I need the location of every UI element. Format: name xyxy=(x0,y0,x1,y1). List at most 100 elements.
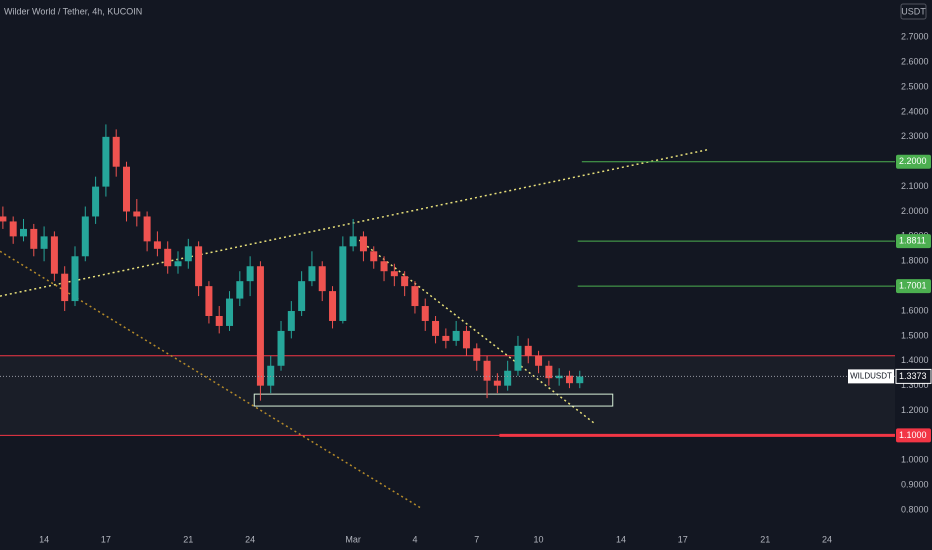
candle-body xyxy=(61,273,69,302)
candle-body xyxy=(143,216,151,242)
candle-body xyxy=(421,306,429,321)
y-tick-label: 1.0000 xyxy=(901,455,929,465)
candle-body xyxy=(359,236,367,252)
candle-body xyxy=(442,335,450,341)
candle-body xyxy=(504,370,512,386)
currency: USDT xyxy=(901,6,926,16)
x-tick-label: 21 xyxy=(183,534,193,544)
y-tick-label: 1.2000 xyxy=(901,405,929,415)
candle-body xyxy=(102,136,110,187)
candle-body xyxy=(452,330,460,341)
level-tag xyxy=(896,234,931,249)
candle-body xyxy=(287,311,295,331)
candle-body xyxy=(195,246,203,287)
candle-body xyxy=(329,291,337,321)
currency-box xyxy=(900,3,927,20)
candle-body xyxy=(40,236,48,249)
x-tick-label: 14 xyxy=(616,534,626,544)
candle-body xyxy=(112,136,120,167)
level-label: 1.1000 xyxy=(899,430,927,440)
candle-body xyxy=(524,345,532,356)
y-tick-label: 1.6000 xyxy=(901,305,929,315)
candle-body xyxy=(349,236,357,247)
x-tick-label: 4 xyxy=(412,534,417,544)
x-tick-label: 17 xyxy=(678,534,688,544)
candle-body xyxy=(246,266,254,282)
x-tick-label: 17 xyxy=(101,534,111,544)
candle-body xyxy=(308,266,316,282)
symbol-label: WILDUSDT xyxy=(850,371,892,380)
candle-body xyxy=(215,315,223,326)
trendline xyxy=(0,250,421,509)
range-box xyxy=(253,393,614,407)
candle-body xyxy=(123,166,131,212)
candle-body xyxy=(174,261,182,267)
y-tick-label: 2.4000 xyxy=(901,106,929,116)
candle-body xyxy=(493,380,501,386)
y-tick-label: 1.3000 xyxy=(901,380,929,390)
candle-body xyxy=(432,320,440,336)
candle-body xyxy=(164,248,172,267)
candle-body xyxy=(555,375,563,379)
candle-body xyxy=(411,286,419,307)
candle-body xyxy=(205,286,213,316)
x-tick-label: 24 xyxy=(822,534,832,544)
level-tag xyxy=(896,428,931,443)
price-tag xyxy=(895,368,932,384)
y-tick-label: 1.4000 xyxy=(901,355,929,365)
level-tag xyxy=(896,154,931,169)
y-tick-label: 1.8000 xyxy=(901,256,929,266)
trendline xyxy=(0,148,710,297)
candle-body xyxy=(184,246,192,262)
y-tick-label: 2.0000 xyxy=(901,206,929,216)
candle-body xyxy=(267,365,275,386)
symbol-tag xyxy=(848,369,894,384)
x-tick-label: 7 xyxy=(474,534,479,544)
candle-body xyxy=(318,266,326,292)
candle-body xyxy=(277,330,285,366)
candle-body xyxy=(576,376,584,384)
candle-body xyxy=(81,216,89,257)
candle-body xyxy=(92,186,100,217)
level-label: 1.7001 xyxy=(899,280,927,290)
zone xyxy=(0,356,895,436)
candle-body xyxy=(298,281,306,312)
candle-body xyxy=(256,266,264,386)
price-label: 1.3373 xyxy=(899,371,927,381)
candle-body xyxy=(30,228,38,249)
candle-body xyxy=(226,298,234,326)
y-tick-label: 1.5000 xyxy=(901,330,929,340)
candle-body xyxy=(19,228,27,237)
y-tick-label: 0.9000 xyxy=(901,480,929,490)
x-tick-label: 21 xyxy=(760,534,770,544)
candle-body xyxy=(339,246,347,321)
candle-body xyxy=(545,365,553,379)
candle-body xyxy=(380,261,388,272)
y-tick-label: 2.5000 xyxy=(901,81,929,91)
chart-title: Wilder World / Tether, 4h, KUCOIN xyxy=(4,6,142,16)
candle-body xyxy=(153,241,161,249)
x-tick-label: 24 xyxy=(245,534,255,544)
candle-body xyxy=(401,276,409,287)
candle-body xyxy=(236,281,244,299)
candle-body xyxy=(390,271,398,277)
y-tick-label: 2.3000 xyxy=(901,131,929,141)
level-label: 2.2000 xyxy=(899,156,927,166)
y-tick-label: 2.6000 xyxy=(901,57,929,67)
x-tick-label: Mar xyxy=(345,534,361,544)
y-tick-label: 2.1000 xyxy=(901,181,929,191)
candle-body xyxy=(473,348,481,361)
candle-body xyxy=(133,211,141,217)
y-tick-label: 2.7000 xyxy=(901,32,929,42)
candle-body xyxy=(462,330,470,349)
candle-body xyxy=(370,251,378,262)
x-tick-label: 14 xyxy=(39,534,49,544)
candle-body xyxy=(483,360,491,381)
level-label: 1.8811 xyxy=(899,235,926,245)
candle-body xyxy=(50,236,58,274)
candle-body xyxy=(0,216,7,222)
candle-body xyxy=(71,256,79,302)
level-tag xyxy=(896,279,931,294)
